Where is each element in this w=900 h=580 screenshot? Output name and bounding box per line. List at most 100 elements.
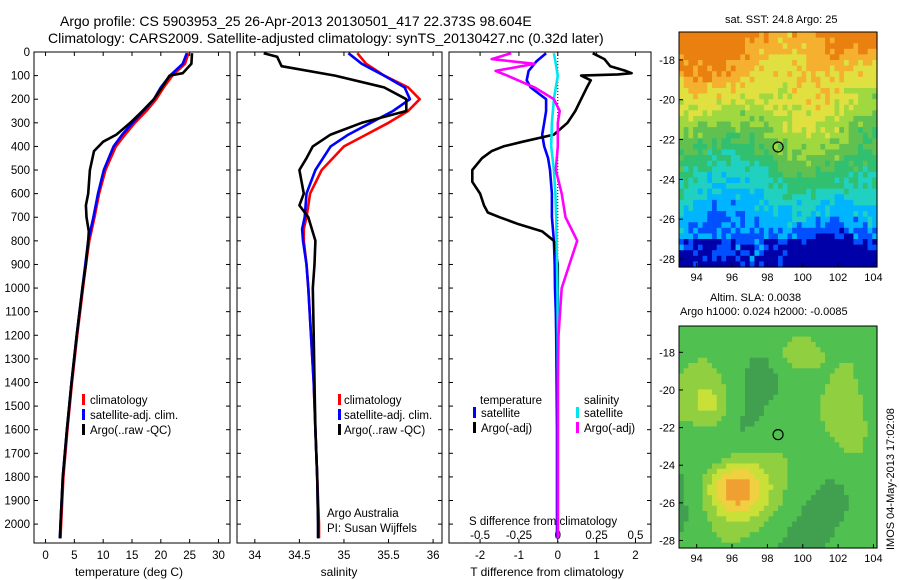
map-cell [811,216,817,223]
map-cell [702,474,708,480]
map-cell [726,347,732,354]
map-cell [839,463,845,470]
map-cell [829,331,836,338]
y-tick-label: 300 [11,118,30,130]
map-cell [801,110,807,117]
map-cell [749,410,756,417]
map-cell [872,537,878,544]
map-cell [867,542,873,549]
map-cell [683,336,690,343]
map-cell [702,149,708,156]
map-cell [707,110,713,117]
map-cell [693,542,699,549]
map-cell [745,532,751,539]
legend-header-temperature: temperature [480,395,542,407]
map-cell [834,326,840,332]
map-frame [678,31,878,268]
map-cell [763,250,770,257]
map-cell [749,138,756,145]
map-cell [853,500,859,507]
map-cell [730,516,737,523]
map-cell [829,479,836,486]
map-cell [829,537,836,544]
map-cell [829,437,836,443]
map-cell [745,431,751,438]
map-cell [679,357,685,364]
map-cell [862,532,869,539]
map-cell [820,127,826,134]
map-cell [773,227,779,235]
map-cell [867,227,873,235]
salinity-legend: climatology satellite-adj. clim. Argo(..… [327,394,432,535]
map-cell [820,463,826,470]
map-cell [768,516,774,523]
map-cell [745,394,751,401]
map-cell [820,421,826,428]
map-cell [707,71,713,78]
map-cell [697,526,704,533]
map-cell [745,233,751,240]
x-tick-label: 36 [427,550,440,562]
map-cell [815,405,822,412]
map-cell [778,43,784,50]
x-tick-label: 10 [97,550,110,562]
map-cell [872,82,878,89]
map-cell [801,132,807,139]
map-cell [844,389,850,396]
map-cell [815,216,822,223]
map-cell [716,516,723,523]
map-cell [679,500,685,507]
map-cell [858,331,864,338]
map-cell [848,373,855,380]
map-cell [688,394,694,401]
map-cell [815,500,822,507]
map-cell [782,442,789,449]
map-cell [811,87,817,95]
x-axis-label: salinity [321,565,358,579]
map-cell [730,384,737,391]
map-cell [787,115,793,123]
map-cell [844,132,850,139]
map-cell [811,426,817,433]
map-cell [872,442,878,449]
map-cell [853,239,859,246]
map-cell [721,389,727,396]
map-cell [792,54,798,61]
map-cell [735,99,741,106]
map-cell [806,216,812,223]
map-cell [712,463,718,470]
map-cell [778,183,784,190]
map-cell [858,479,864,486]
map-cell [697,389,704,396]
map-cell [867,357,873,364]
map-cell [815,542,822,549]
map-cell [754,48,760,55]
map-cell [782,363,789,369]
map-cell [745,489,751,496]
map-cell [872,138,878,145]
map-cell [716,389,723,396]
map-cell [872,71,878,78]
map-cell [778,222,784,229]
map-cell [839,48,845,55]
map-cell [745,59,751,67]
map-cell [829,431,836,438]
map-cell [716,384,723,391]
legend-label: Argo(..raw -QC) [90,425,171,437]
map-cell [839,474,845,480]
map-cell [815,452,822,459]
map-cell [759,389,765,396]
map-cell [867,132,873,139]
map-cell [792,104,798,111]
map-cell [782,415,789,422]
map-cell [867,222,873,229]
map-cell [782,463,789,470]
map-cell [844,59,850,67]
map-cell [754,216,760,223]
map-cell [730,400,737,406]
map-cell [825,378,831,385]
map-cell [787,99,793,106]
map-cell [683,59,690,67]
map-cell [735,489,741,496]
map-cell [829,166,836,173]
